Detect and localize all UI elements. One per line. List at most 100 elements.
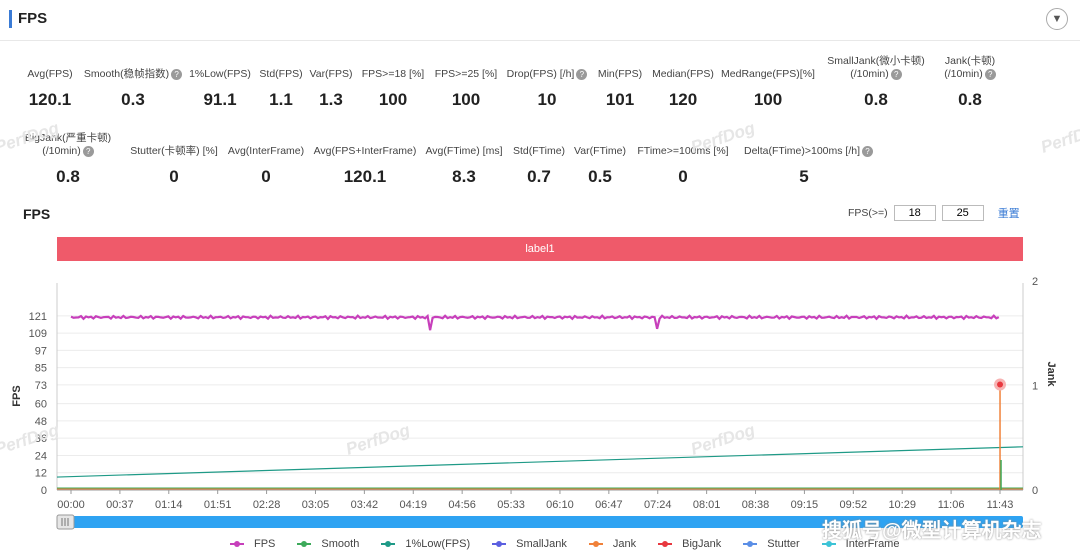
y-tick-label: 12 xyxy=(35,468,47,480)
x-tick-label: 04:56 xyxy=(448,499,476,511)
label-band[interactable]: label1 xyxy=(57,237,1023,261)
stat-cell: Drop(FPS) [/h]? 10 xyxy=(487,68,607,110)
legend-item[interactable]: BigJank xyxy=(658,538,721,550)
help-icon[interactable]: ? xyxy=(576,68,588,80)
stat-value: 101 xyxy=(605,90,635,109)
stat-cell: Avg(FPS) 120.1 xyxy=(0,68,110,110)
stat-cell: Jank(卡顿) (/10min)? 0.8 xyxy=(910,55,1030,110)
section-accent-bar xyxy=(9,10,12,28)
legend-item[interactable]: Jank xyxy=(588,538,637,550)
stat-value: 91.1 xyxy=(203,90,237,109)
x-tick-label: 04:19 xyxy=(399,499,427,511)
y-tick-label: 36 xyxy=(35,433,47,445)
series-fps-line xyxy=(70,313,1000,331)
chart-legend: FPS Smooth 1%Low(FPS) SmallJank Jank BigJank S… xyxy=(230,538,921,550)
x-tick-label: 02:28 xyxy=(253,499,281,511)
stat-value: 0.5 xyxy=(588,167,612,186)
fps-threshold-input-2[interactable] xyxy=(941,205,984,221)
help-icon[interactable]: ? xyxy=(82,145,94,157)
x-tick-label: 03:42 xyxy=(351,499,379,511)
reset-button[interactable]: 重置 xyxy=(997,208,1020,220)
x-tick-label: 09:15 xyxy=(791,499,819,511)
stat-cell: Smooth(稳帧指数)? 0.3 xyxy=(73,68,193,110)
help-icon[interactable]: ? xyxy=(984,68,996,80)
section-header: FPS ▼ xyxy=(0,0,1080,41)
stat-label: Std(FPS) xyxy=(259,68,303,80)
legend-swatch-icon xyxy=(821,541,836,547)
legend-label: Smooth xyxy=(321,538,360,550)
x-tick-label: 00:00 xyxy=(57,499,85,511)
stat-cell: BigJank(严重卡顿) (/10min)? 0.8 xyxy=(8,132,128,187)
stat-value: 100 xyxy=(378,90,408,109)
stat-cell: 1%Low(FPS) 91.1 xyxy=(160,68,280,110)
stat-label: FPS>=25 [%] xyxy=(434,68,498,80)
y-tick-label: 121 xyxy=(29,311,47,323)
y-right-tick-label: 1 xyxy=(1032,381,1038,393)
y-tick-label: 48 xyxy=(35,416,47,428)
help-icon[interactable]: ? xyxy=(862,145,874,157)
range-slider-handle xyxy=(56,514,75,530)
y-tick-label: 24 xyxy=(35,450,47,462)
help-icon[interactable]: ? xyxy=(171,68,183,80)
x-tick-label: 01:51 xyxy=(204,499,232,511)
stat-label: Stutter(卡顿率) [%] xyxy=(130,145,218,157)
fps-threshold-controls: FPS(>=) 重置 xyxy=(848,205,1020,221)
stat-label: Delta(FTime)>100ms [/h]? xyxy=(744,145,874,158)
series-1%low-line xyxy=(56,446,1024,478)
legend-label: 1%Low(FPS) xyxy=(405,538,471,550)
stat-value: 1.3 xyxy=(319,90,343,109)
stat-label: Jank(卡顿) xyxy=(944,55,996,67)
stat-cell: FPS>=18 [%] 100 xyxy=(333,68,453,110)
watermark: PerfDog xyxy=(1038,118,1080,157)
stat-label-unit: (/10min)? xyxy=(910,68,1030,81)
stat-label: Var(FPS) xyxy=(309,68,353,80)
stat-value: 8.3 xyxy=(452,167,476,186)
stat-cell: FTime>=100ms [%] 0 xyxy=(623,145,743,187)
stat-value: 120 xyxy=(668,90,698,109)
x-tick-label: 06:47 xyxy=(595,499,623,511)
stat-value: 1.1 xyxy=(269,90,293,109)
watermark: PerfDog xyxy=(688,420,758,459)
x-tick-label: 08:01 xyxy=(693,499,721,511)
x-tick-label: 03:05 xyxy=(302,499,330,511)
stat-cell: Min(FPS) 101 xyxy=(560,68,680,110)
y-tick-label: 60 xyxy=(35,399,47,411)
stat-label-unit: (/10min)? xyxy=(816,68,936,81)
bigjank-marker xyxy=(997,381,1004,388)
stat-cell: Var(FTime) 0.5 xyxy=(540,145,660,187)
legend-label: FPS xyxy=(254,538,276,550)
legend-item[interactable]: InterFrame xyxy=(821,538,899,550)
stat-cell: MedRange(FPS)[%] 100 xyxy=(708,68,828,110)
legend-swatch-icon xyxy=(588,541,603,547)
stat-value: 0 xyxy=(261,167,271,186)
x-tick-label: 10:29 xyxy=(888,499,916,511)
legend-item[interactable]: SmallJank xyxy=(492,538,567,550)
stat-label: Var(FTime) xyxy=(574,145,626,157)
stat-label: FTime>=100ms [%] xyxy=(637,145,729,157)
stat-cell: Avg(InterFrame) 0 xyxy=(206,145,326,187)
help-icon[interactable]: ? xyxy=(890,68,902,80)
x-tick-label: 09:52 xyxy=(840,499,868,511)
y-tick-label: 109 xyxy=(29,328,47,340)
y-tick-label: 97 xyxy=(35,345,47,357)
stat-label-unit: (/10min)? xyxy=(8,145,128,158)
legend-item[interactable]: FPS xyxy=(230,538,275,550)
stat-value: 5 xyxy=(799,167,809,186)
stat-value: 0 xyxy=(678,167,688,186)
stat-label: Avg(FPS+InterFrame) xyxy=(313,145,417,157)
legend-label: Jank xyxy=(612,538,637,550)
stat-cell: Std(FPS) 1.1 xyxy=(221,68,341,110)
legend-item[interactable]: Smooth xyxy=(297,538,359,550)
stat-label: Avg(FTime) [ms] xyxy=(425,145,503,157)
fps-threshold-input-1[interactable] xyxy=(893,205,936,221)
collapse-chevron-icon[interactable]: ▼ xyxy=(1046,8,1068,30)
legend-item[interactable]: Stutter xyxy=(743,538,800,550)
stat-value: 100 xyxy=(451,90,481,109)
legend-swatch-icon xyxy=(381,541,396,547)
x-tick-label: 07:24 xyxy=(644,499,672,511)
bigjank-marker-halo xyxy=(994,378,1007,391)
fps-threshold-label: FPS(>=) xyxy=(848,207,888,219)
stat-label: BigJank(严重卡顿) xyxy=(24,132,112,144)
watermark: PerfDog xyxy=(343,420,413,459)
legend-item[interactable]: 1%Low(FPS) xyxy=(381,538,470,550)
